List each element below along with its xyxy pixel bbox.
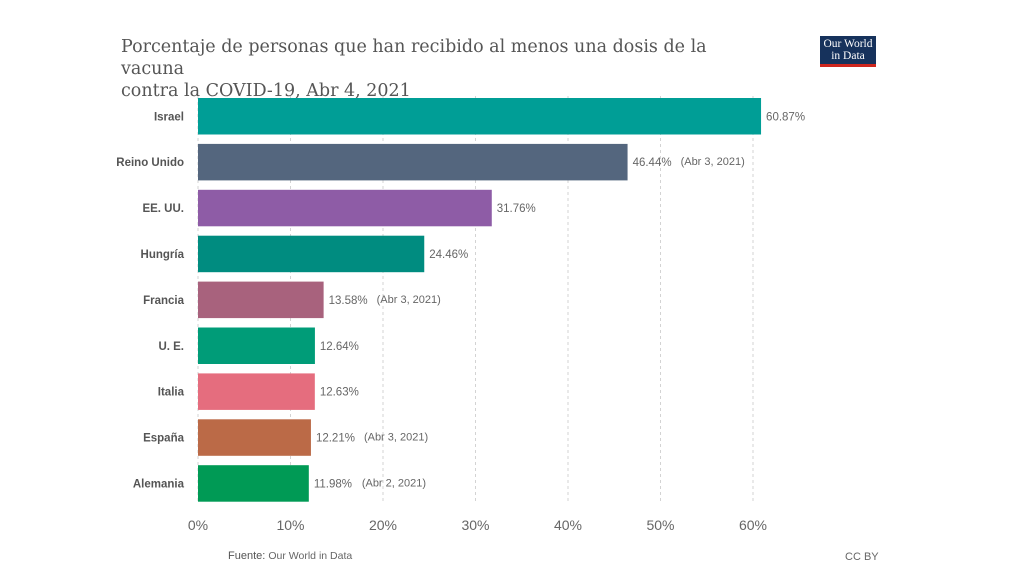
- value-label: 12.63%: [320, 387, 359, 399]
- bar-group[interactable]: Israel 60.87%: [154, 98, 805, 135]
- x-tick-label: 30%: [461, 517, 489, 533]
- bar-group[interactable]: España 12.21% (Abr 3, 2021): [143, 419, 428, 456]
- bar-group[interactable]: Alemania 11.98% (Abr 2, 2021): [133, 465, 426, 502]
- bar-group[interactable]: Reino Unido 46.44% (Abr 3, 2021): [116, 143, 745, 181]
- value-label: 12.21%: [316, 433, 355, 445]
- bar[interactable]: [198, 281, 324, 319]
- chart-title-line-2: contra la COVID-19, Abr 4, 2021: [121, 81, 411, 101]
- x-axis-ticks: 0% 10% 20% 30% 40% 50% 60%: [188, 517, 767, 533]
- date-note: (Abr 3, 2021): [681, 156, 745, 168]
- x-tick-label: 20%: [369, 517, 397, 533]
- value-label: 31.76%: [497, 203, 536, 215]
- value-label: 46.44%: [633, 157, 672, 169]
- chart-title: Porcentaje de personas que han recibido …: [121, 36, 761, 102]
- bar[interactable]: [198, 189, 492, 227]
- category-label: Francia: [143, 295, 185, 307]
- category-label: Hungría: [141, 249, 185, 261]
- source-label: Fuente:: [228, 550, 266, 562]
- value-label: 13.58%: [329, 295, 368, 307]
- logo-line-2: in Data: [831, 50, 865, 62]
- bars: Israel 60.87% Reino Unido 46.44% (Abr 3, 202…: [116, 98, 805, 502]
- category-label: Italia: [158, 387, 185, 399]
- category-label: EE. UU.: [142, 203, 184, 215]
- value-label: 11.98%: [314, 478, 352, 490]
- value-label: 60.87%: [766, 111, 805, 123]
- bar-group[interactable]: Francia 13.58% (Abr 3, 2021): [143, 281, 441, 319]
- category-label: U. E.: [158, 341, 184, 353]
- date-note: (Abr 3, 2021): [364, 432, 428, 444]
- logo-line-1: Our World: [823, 38, 873, 50]
- license-link[interactable]: CC BY: [845, 551, 879, 563]
- category-label: España: [143, 433, 185, 445]
- date-note: (Abr 3, 2021): [377, 294, 441, 306]
- bar[interactable]: [198, 327, 315, 365]
- category-label: Reino Unido: [116, 157, 184, 169]
- source-footer: Fuente: Our World in Data: [228, 550, 352, 562]
- x-tick-label: 0%: [188, 517, 208, 533]
- category-label: Alemania: [133, 478, 185, 490]
- owid-logo[interactable]: Our World in Data: [820, 36, 876, 67]
- bar[interactable]: [198, 419, 311, 456]
- x-tick-label: 50%: [646, 517, 674, 533]
- source-link[interactable]: Our World in Data: [268, 550, 353, 562]
- chart-title-line-1: Porcentaje de personas que han recibido …: [121, 37, 707, 79]
- x-tick-label: 40%: [554, 517, 582, 533]
- x-tick-label: 60%: [739, 517, 767, 533]
- bar[interactable]: [198, 143, 628, 181]
- value-label: 24.46%: [429, 249, 468, 261]
- x-tick-label: 10%: [276, 517, 304, 533]
- bar-group[interactable]: EE. UU. 31.76%: [142, 189, 536, 227]
- category-label: Israel: [154, 111, 184, 123]
- bar[interactable]: [198, 373, 315, 410]
- bar-group[interactable]: U. E. 12.64%: [158, 327, 359, 365]
- date-note: (Abr 2, 2021): [362, 477, 426, 489]
- bar-group[interactable]: Hungría 24.46%: [141, 235, 469, 273]
- bar[interactable]: [198, 465, 309, 502]
- value-label: 12.64%: [320, 341, 359, 353]
- bar[interactable]: [198, 98, 762, 135]
- bar[interactable]: [198, 235, 425, 273]
- bar-group[interactable]: Italia 12.63%: [158, 373, 359, 410]
